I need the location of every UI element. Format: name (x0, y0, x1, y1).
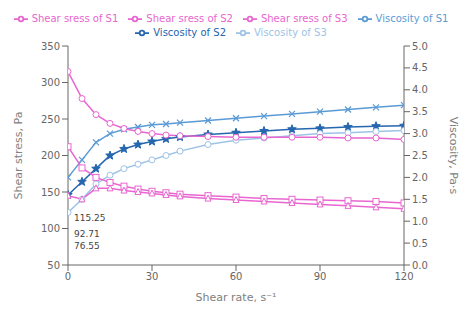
svg-text:2.0: 2.0 (412, 172, 428, 183)
svg-text:Shear stress, Pa: Shear stress, Pa (12, 112, 25, 200)
svg-text:200: 200 (41, 150, 60, 161)
svg-text:250: 250 (41, 114, 60, 125)
html-text:Viscosity of S1: Viscosity of S1 (375, 13, 449, 24)
svg-text:350: 350 (41, 41, 60, 52)
svg-text:76.55: 76.55 (74, 241, 100, 251)
svg-text:0.0: 0.0 (412, 260, 428, 271)
svg-text:60: 60 (230, 271, 243, 282)
svg-text:4.0: 4.0 (412, 84, 428, 95)
svg-text:3.0: 3.0 (412, 128, 428, 139)
html-text:Shear sress of S3: Shear sress of S3 (260, 13, 348, 24)
svg-text:5.0: 5.0 (412, 41, 428, 52)
svg-text:1.0: 1.0 (412, 216, 428, 227)
svg-text:0.5: 0.5 (412, 238, 428, 249)
svg-text:3.5: 3.5 (412, 106, 428, 117)
svg-text:1.5: 1.5 (412, 194, 428, 205)
svg-text:150: 150 (41, 187, 60, 198)
svg-text:4.5: 4.5 (412, 62, 428, 73)
html-text:Viscosity of S2: Viscosity of S2 (153, 27, 226, 38)
svg-text:100: 100 (41, 223, 60, 234)
svg-text:Shear rate, s⁻¹: Shear rate, s⁻¹ (196, 291, 277, 304)
svg-text:120: 120 (394, 271, 413, 282)
svg-text:92.71: 92.71 (74, 229, 100, 239)
html-text:Shear sress of S2: Shear sress of S2 (146, 13, 233, 24)
svg-text:30: 30 (146, 271, 159, 282)
svg-text:300: 300 (41, 77, 60, 88)
html-text:Viscosity of S3: Viscosity of S3 (254, 27, 327, 38)
svg-text:2.5: 2.5 (412, 150, 428, 161)
svg-text:90: 90 (314, 271, 327, 282)
html-text:Shear sress of S1: Shear sress of S1 (31, 13, 119, 24)
svg-text:0: 0 (65, 271, 71, 282)
svg-text:50: 50 (47, 260, 60, 271)
svg-text:Viscosity, Pa·s: Viscosity, Pa·s (447, 117, 460, 195)
svg-text:115.25: 115.25 (74, 213, 106, 223)
